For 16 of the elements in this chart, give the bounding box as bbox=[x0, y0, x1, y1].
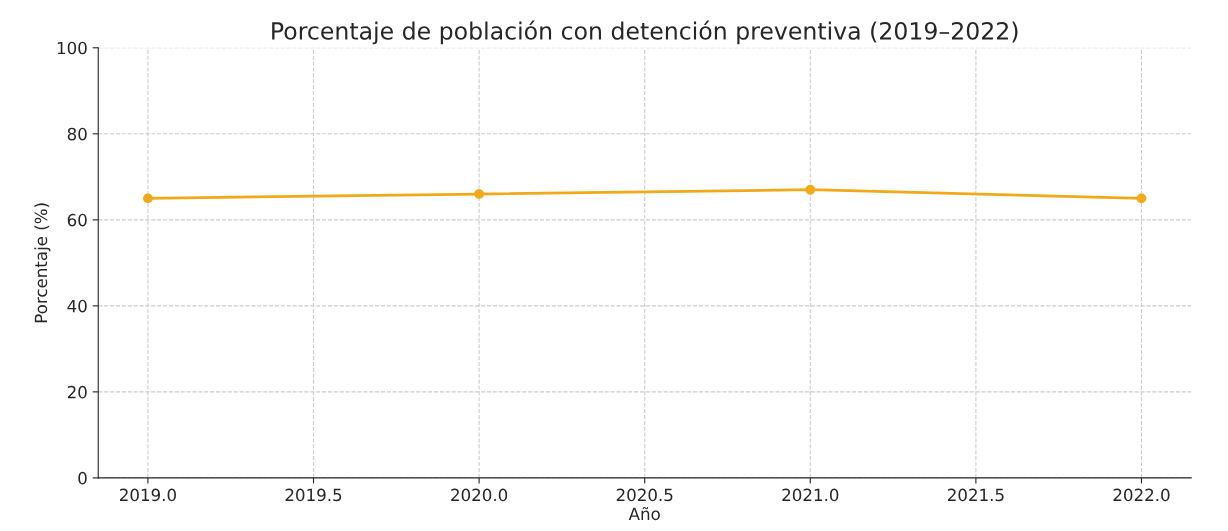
y-tick-label: 60 bbox=[67, 213, 87, 227]
y-tick-label: 20 bbox=[67, 385, 87, 399]
y-tick-label: 100 bbox=[57, 41, 87, 55]
x-tick-label: 2022.0 bbox=[1113, 488, 1170, 502]
x-tick-label: 2020.0 bbox=[451, 488, 508, 502]
y-axis-title: Porcentaje (%) bbox=[34, 203, 51, 323]
x-tick-label: 2021.5 bbox=[947, 488, 1004, 502]
x-tick-label: 2020.5 bbox=[616, 488, 673, 502]
chart-title: Porcentaje de población con detención preventiva (2019–2022) bbox=[272, 20, 1018, 45]
y-tick-label: 0 bbox=[78, 471, 87, 485]
y-tick-label: 80 bbox=[67, 127, 87, 141]
x-tick-label: 2019.5 bbox=[285, 488, 342, 502]
x-tick-label: 2021.0 bbox=[782, 488, 839, 502]
y-tick-label: 40 bbox=[67, 299, 87, 313]
x-axis-title: Año bbox=[628, 506, 660, 521]
x-tick-label: 2019.0 bbox=[119, 488, 176, 502]
